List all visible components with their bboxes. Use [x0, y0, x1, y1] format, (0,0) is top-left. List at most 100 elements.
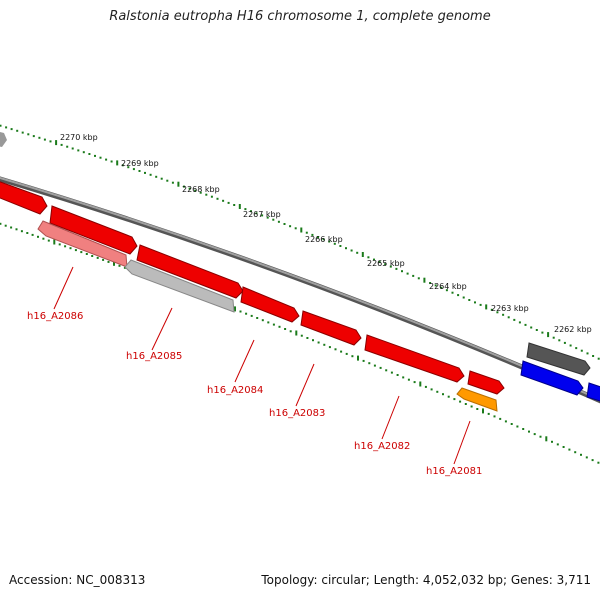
gene-feature — [467, 370, 505, 395]
accession-text: Accession: NC_008313 — [9, 573, 146, 587]
minor-tick — [340, 350, 343, 353]
minor-tick — [294, 227, 297, 230]
minor-tick — [490, 308, 493, 311]
gene-feature — [37, 220, 128, 268]
minor-tick — [322, 238, 325, 241]
minor-tick — [389, 265, 392, 268]
gene-feature — [520, 360, 584, 396]
scale-label: 2264 kbp — [429, 282, 467, 291]
minor-tick — [194, 189, 197, 192]
minor-tick — [127, 166, 130, 169]
minor-tick — [468, 299, 471, 301]
minor-tick — [91, 255, 94, 257]
minor-tick — [256, 317, 259, 319]
gene-label: h16_A2084 — [207, 385, 263, 396]
major-tick — [113, 260, 115, 266]
minor-tick — [49, 140, 52, 143]
gene-label: h16_A2086 — [27, 311, 83, 322]
minor-tick — [373, 364, 376, 367]
minor-tick — [47, 239, 50, 242]
major-tick — [547, 332, 550, 338]
minor-tick — [390, 371, 393, 374]
minor-tick — [445, 289, 448, 292]
minor-tick — [499, 417, 502, 420]
scale-label: 2263 kbp — [491, 304, 529, 313]
minor-tick — [38, 136, 41, 139]
gene-label: h16_A2083 — [269, 408, 325, 419]
major-tick — [545, 436, 548, 442]
minor-tick — [362, 359, 365, 362]
minor-tick — [323, 343, 326, 346]
minor-tick — [504, 420, 507, 423]
minor-tick — [333, 242, 336, 245]
minor-tick — [317, 341, 320, 344]
minor-tick — [379, 366, 382, 369]
minor-tick — [0, 124, 2, 127]
minor-tick — [80, 251, 83, 254]
minor-tick — [312, 339, 314, 342]
minor-tick — [502, 313, 505, 316]
minor-tick — [31, 233, 34, 236]
minor-tick — [424, 385, 427, 388]
minor-tick — [575, 347, 578, 350]
minor-tick — [459, 400, 462, 403]
minor-tick — [442, 393, 444, 396]
minor-tick — [402, 376, 405, 379]
minor-tick — [522, 428, 525, 430]
minor-tick — [568, 448, 571, 451]
minor-tick — [144, 171, 146, 174]
minor-tick — [518, 321, 521, 324]
major-tick — [116, 160, 119, 166]
minor-tick — [562, 446, 565, 448]
minor-tick — [580, 349, 583, 352]
scale-label: 2265 kbp — [367, 259, 405, 268]
minor-tick — [69, 247, 72, 250]
gene-label: h16_A2081 — [426, 466, 482, 477]
gene-feature — [49, 205, 138, 255]
map-title: Ralstonia eutropha H16 chromosome 1, com… — [109, 9, 491, 24]
minor-tick — [339, 245, 342, 247]
scale-label: 2266 kbp — [305, 235, 343, 244]
major-tick — [419, 381, 422, 387]
minor-tick — [528, 430, 530, 433]
minor-tick — [107, 260, 110, 263]
minor-tick — [395, 267, 398, 270]
minor-tick — [417, 277, 420, 280]
minor-tick — [102, 258, 105, 261]
minor-tick — [0, 222, 2, 225]
minor-tick — [118, 264, 121, 267]
minor-tick — [524, 323, 527, 326]
minor-tick — [20, 230, 23, 233]
minor-tick — [345, 247, 347, 250]
scale-label: 2267 kbp — [243, 210, 281, 219]
minor-tick — [27, 133, 30, 136]
minor-tick — [5, 126, 8, 129]
minor-tick — [378, 260, 381, 263]
minor-tick — [58, 243, 61, 246]
minor-tick — [166, 179, 169, 182]
minor-tick — [77, 149, 80, 152]
minor-tick — [457, 294, 460, 297]
minor-tick — [99, 156, 102, 159]
minor-tick — [26, 232, 29, 234]
minor-tick — [507, 316, 510, 319]
minor-tick — [356, 251, 359, 254]
minor-tick — [10, 128, 13, 131]
minor-tick — [10, 226, 13, 229]
minor-tick — [311, 233, 314, 236]
gene-feature — [456, 387, 498, 412]
minor-tick — [289, 330, 292, 333]
minor-tick — [199, 191, 202, 194]
minor-tick — [261, 319, 264, 322]
minor-tick — [85, 253, 88, 255]
major-tick — [423, 277, 426, 283]
major-tick — [482, 408, 484, 414]
minor-tick — [82, 151, 85, 154]
minor-tick — [43, 138, 46, 141]
minor-tick — [533, 433, 536, 436]
minor-tick — [250, 210, 252, 213]
gene-labels: h16_A2086 h16_A2085 h16_A2084 h16_A2083 … — [27, 311, 482, 477]
minor-tick — [429, 282, 432, 284]
gene-label-leaders — [53, 266, 471, 465]
